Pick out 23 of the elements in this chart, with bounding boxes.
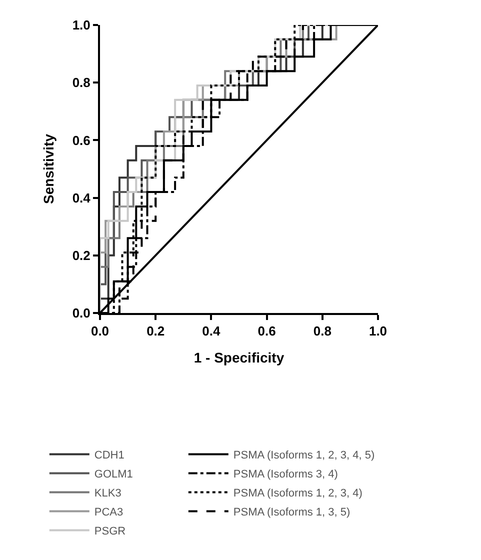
x-tick-label: 0.6 [258, 324, 276, 339]
x-tick-label: 0.4 [202, 324, 222, 339]
legend-label: KLK3 [94, 488, 122, 500]
legend-label: CDH1 [94, 450, 124, 462]
x-tick-label: 0.0 [90, 324, 110, 339]
x-tick-label: 0.8 [313, 324, 332, 339]
y-tick-label: 0.6 [72, 132, 90, 148]
legend-label: PSMA (Isoforms 3, 4) [233, 468, 338, 481]
legend-label: PSMA (Isoforms 1, 3, 5) [233, 506, 350, 519]
y-tick-label: 0.0 [72, 306, 90, 321]
y-axis-title: Sensitivity [40, 134, 56, 204]
x-axis-title: 1 - Specificity [194, 349, 284, 366]
legend-label: PSGR [94, 526, 126, 538]
legend-label: PCA3 [94, 506, 124, 519]
legend-label: PSMA (Isoforms 1, 2, 3, 4, 5) [233, 450, 375, 462]
y-tick-label: 0.2 [72, 248, 90, 263]
legend-label: GOLM1 [94, 468, 133, 481]
x-tick-label: 1.0 [368, 324, 388, 339]
y-tick-label: 0.4 [72, 190, 92, 206]
y-tick-label: 0.8 [72, 75, 90, 90]
x-tick-label: 0.2 [146, 324, 165, 339]
legend-label: PSMA (Isoforms 1, 2, 3, 4) [233, 488, 362, 500]
y-tick-label: 1.0 [72, 18, 90, 33]
